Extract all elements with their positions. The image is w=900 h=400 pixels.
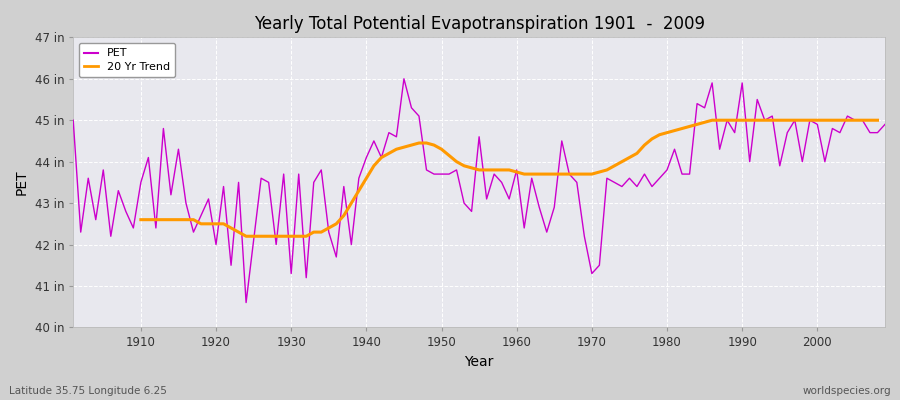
Y-axis label: PET: PET bbox=[15, 170, 29, 195]
Text: Latitude 35.75 Longitude 6.25: Latitude 35.75 Longitude 6.25 bbox=[9, 386, 166, 396]
Legend: PET, 20 Yr Trend: PET, 20 Yr Trend bbox=[79, 43, 176, 77]
Title: Yearly Total Potential Evapotranspiration 1901  -  2009: Yearly Total Potential Evapotranspiratio… bbox=[254, 15, 705, 33]
Text: worldspecies.org: worldspecies.org bbox=[803, 386, 891, 396]
X-axis label: Year: Year bbox=[464, 355, 494, 369]
